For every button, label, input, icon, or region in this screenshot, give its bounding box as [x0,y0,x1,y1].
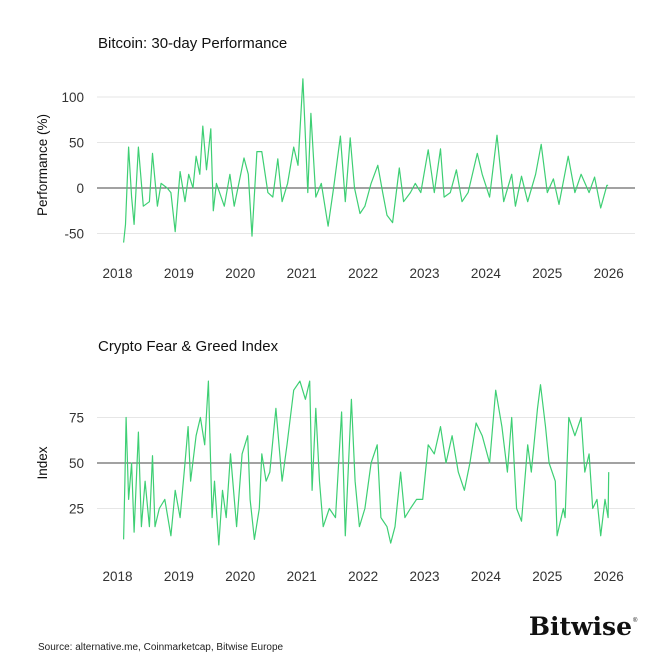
registered-mark-icon: ® [633,617,638,624]
x-tick-label: 2023 [409,569,439,584]
x-tick-label: 2019 [164,266,194,281]
x-tick-labels: 2018 2019 2020 2021 2022 2023 2024 2025 2026 [102,569,623,584]
x-tick-label: 2026 [594,569,624,584]
x-tick-label: 2024 [471,569,502,584]
y-axis-title: Performance (%) [35,114,50,216]
y-axis-title: Index [35,446,50,479]
gridlines [97,417,635,509]
x-tick-labels: 2018 2019 2020 2021 2022 2023 2024 2025 2026 [102,266,623,281]
x-tick-label: 2025 [532,266,562,281]
series-line [123,380,610,546]
y-tick-label: -50 [64,227,84,242]
bitwise-logo: Bitwise [529,612,632,641]
chart-title: Bitcoin: 30-day Performance [98,35,287,52]
y-tick-label: 75 [69,411,84,426]
x-tick-label: 2024 [471,266,502,281]
y-tick-label: 0 [76,181,84,196]
bitcoin-performance-chart: Bitcoin: 30-day Performance Performance … [35,35,635,281]
y-tick-label: 50 [69,456,84,471]
x-tick-label: 2022 [348,569,378,584]
x-tick-label: 2026 [594,266,624,281]
y-tick-labels: 75 50 25 [69,411,84,517]
x-tick-label: 2025 [532,569,562,584]
x-tick-label: 2019 [164,569,194,584]
source-note: Source: alternative.me, Coinmarketcap, B… [38,642,284,653]
y-tick-labels: 100 50 0 -50 [61,90,84,242]
x-tick-label: 2018 [102,569,132,584]
x-tick-label: 2021 [287,569,317,584]
y-tick-label: 50 [69,136,84,151]
chart-title: Crypto Fear & Greed Index [98,338,279,355]
x-tick-label: 2021 [287,266,317,281]
fear-greed-index-chart: Crypto Fear & Greed Index Index 75 50 25 2… [35,338,635,584]
x-tick-label: 2020 [225,569,255,584]
y-tick-label: 100 [61,90,84,105]
x-tick-label: 2018 [102,266,132,281]
series-line [123,78,609,243]
gridlines [97,96,635,234]
x-tick-label: 2020 [225,266,255,281]
x-tick-label: 2023 [409,266,439,281]
x-tick-label: 2022 [348,266,378,281]
y-tick-label: 25 [69,502,84,517]
